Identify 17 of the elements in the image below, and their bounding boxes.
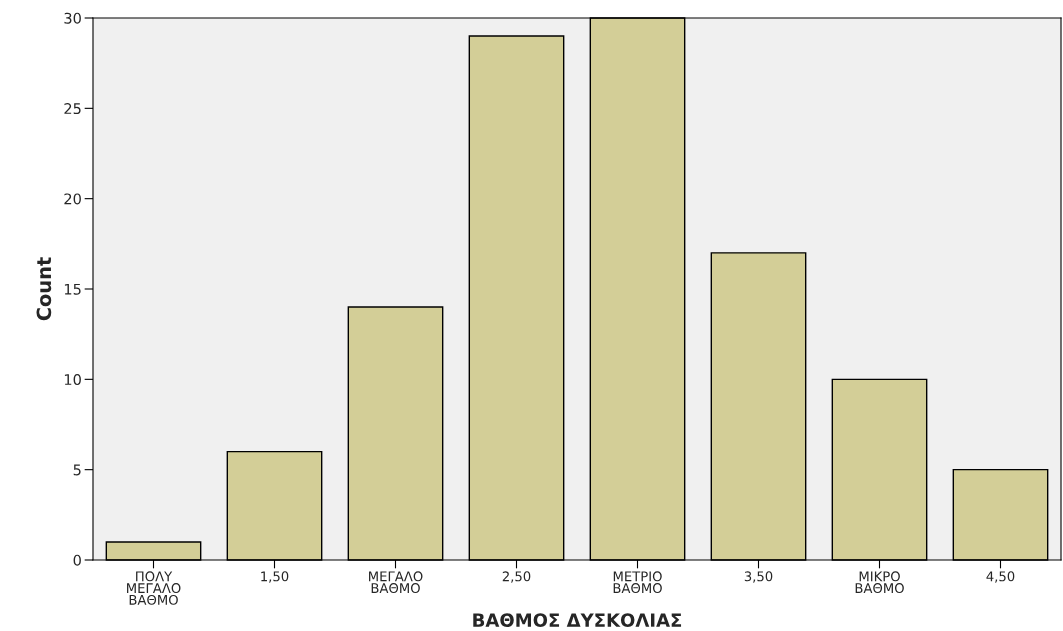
x-axis-title: ΒΑΘΜΟΣ ΔΥΣΚΟΛΙΑΣ (473, 613, 682, 627)
x-tick-label: 1,50 (261, 571, 289, 583)
y-tick-label: 15 (64, 283, 81, 295)
x-tick-label: ΜΕΤΡΙΟ ΒΑΘΜΟ (613, 571, 662, 594)
y-tick-label: 30 (64, 12, 81, 24)
x-tick-label: 3,50 (744, 571, 773, 583)
x-tick-label: ΠΟΛΥ ΜΕΓΑΛΟ ΒΑΘΜΟ (127, 571, 181, 605)
x-tick-label: 2,50 (502, 571, 531, 583)
y-tick-label: 25 (64, 103, 81, 115)
y-tick-label: 10 (64, 374, 81, 386)
x-tick-label: ΜΕΓΑΛΟ ΒΑΘΜΟ (369, 571, 423, 594)
y-tick-label: 5 (73, 464, 81, 476)
y-tick-label: 0 (73, 554, 81, 566)
x-tick-label: ΜΙΚΡΟ ΒΑΘΜΟ (855, 571, 904, 594)
x-tick-label: 4,50 (986, 571, 1015, 583)
y-tick-label: 20 (64, 193, 81, 205)
y-axis-title: Count (36, 257, 52, 321)
